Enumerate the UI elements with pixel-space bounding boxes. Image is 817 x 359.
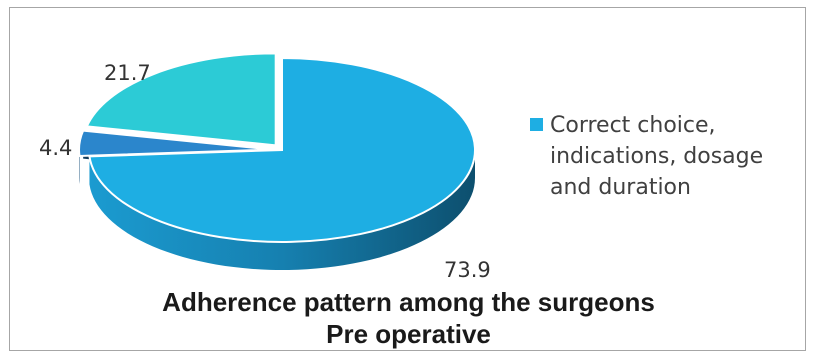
pie-slice-0 — [88, 56, 476, 243]
data-label-4-4: 4.4 — [39, 136, 73, 160]
pie-slice-2 — [85, 52, 277, 147]
data-label-73-9: 73.9 — [444, 258, 491, 282]
pie-slice-1 — [78, 129, 273, 157]
chart-title: Adherence pattern among the surgeons — [162, 287, 655, 317]
legend: Correct choice, indications, dosage and … — [530, 110, 800, 203]
data-label-21-7: 21.7 — [104, 61, 151, 85]
chart-title-block: Adherence pattern among the surgeons Pre… — [0, 286, 817, 350]
pie-slice-side-0 — [89, 150, 475, 270]
legend-label: Correct choice, indications, dosage and … — [550, 113, 764, 200]
chart-subtitle: Pre operative — [326, 319, 491, 349]
legend-swatch — [530, 118, 543, 131]
legend-item: Correct choice, indications, dosage and … — [530, 110, 800, 203]
